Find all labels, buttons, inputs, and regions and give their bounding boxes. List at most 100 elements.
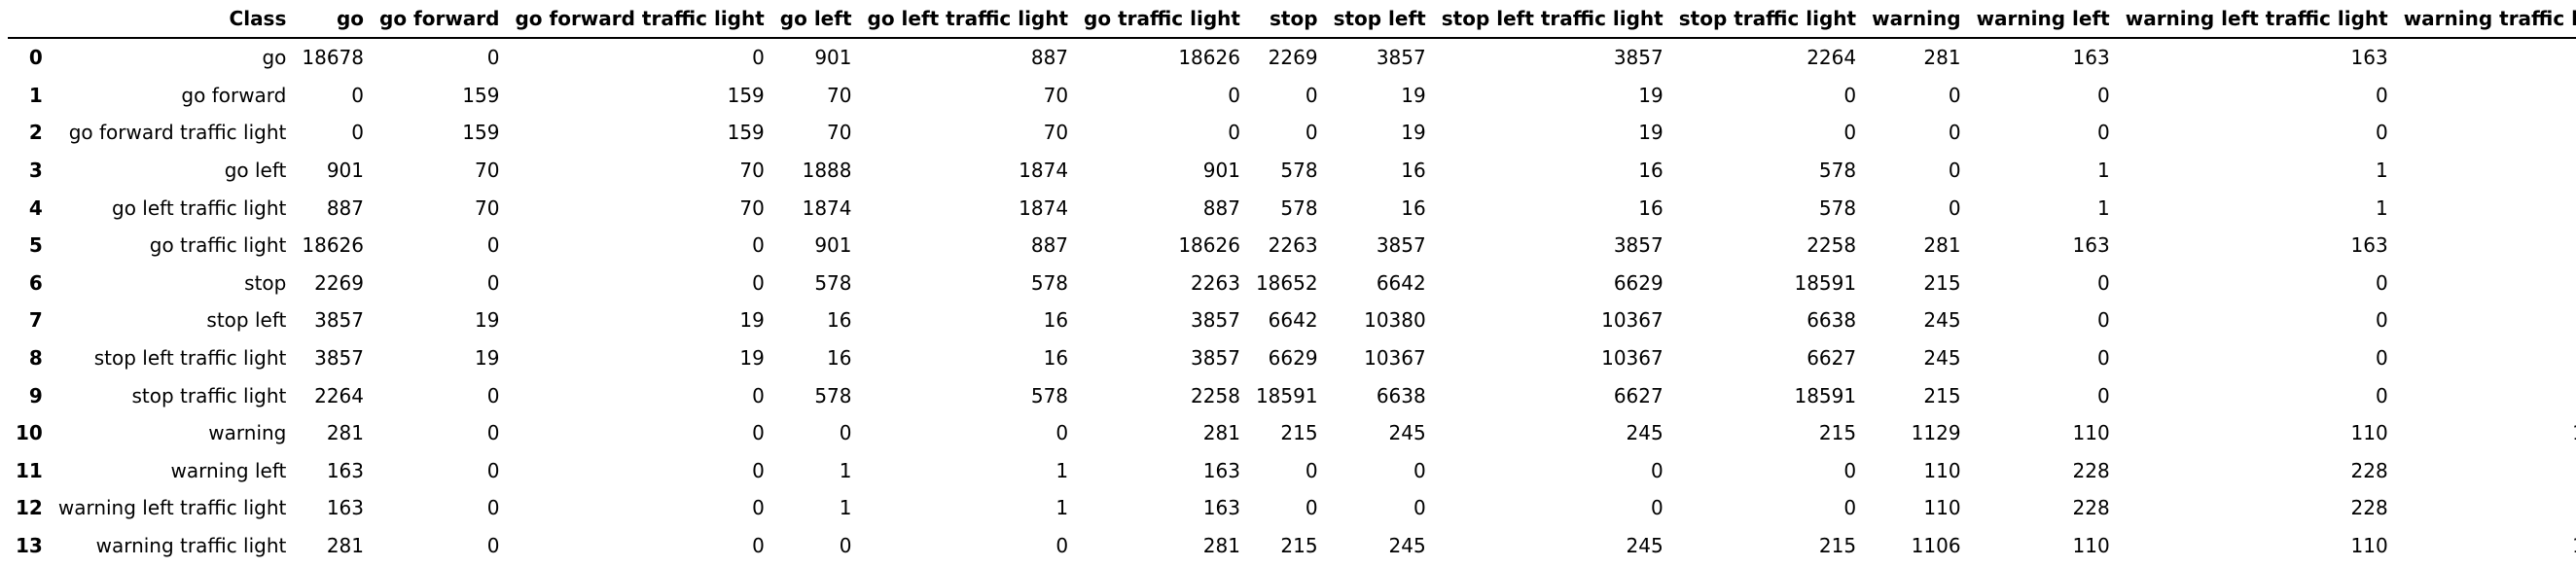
cell: 3857 — [1376, 233, 1426, 258]
cell: 6638 — [1376, 383, 1426, 408]
cell: 6629 — [1613, 270, 1664, 295]
cell: 1874 — [802, 195, 852, 220]
cell: 3857 — [1613, 233, 1664, 258]
cell: 0 — [752, 270, 765, 295]
cell: 281 — [1202, 421, 1240, 445]
cell: 110 — [2350, 534, 2388, 558]
cell: 215 — [1923, 270, 1961, 295]
row-class: stop left traffic light — [93, 346, 287, 371]
column-header: go left — [771, 0, 860, 39]
cell: 10380 — [1364, 308, 1426, 333]
cell: 0 — [752, 46, 765, 70]
cell: 0 — [486, 496, 500, 520]
row-class: warning — [208, 421, 287, 445]
table-row: 0 go 18678 0 0 901 887 18626 2269 3857 3857 2264 281… — [8, 38, 2576, 77]
cell: 18678 — [302, 46, 364, 70]
cell: 3857 — [1376, 46, 1426, 70]
cell: 6638 — [1807, 308, 1857, 333]
cell: 578 — [1030, 383, 1069, 408]
cell: 0 — [2096, 83, 2110, 107]
cell: 281 — [326, 534, 364, 558]
cell: 0 — [1055, 534, 1069, 558]
column-header: warning left — [1968, 0, 2118, 39]
cell: 10367 — [1601, 308, 1664, 333]
column-header: go — [294, 0, 372, 39]
cell: 578 — [1818, 159, 1857, 183]
cell: 0 — [1651, 496, 1664, 520]
cell: 0 — [752, 496, 765, 520]
cell: 19 — [475, 308, 500, 333]
cell: 159 — [727, 83, 765, 107]
cell: 0 — [2396, 152, 2576, 190]
cell: 901 — [814, 46, 852, 70]
cell: 1 — [2375, 195, 2388, 220]
cell: 2264 — [1807, 46, 1857, 70]
column-header: go left traffic light — [859, 0, 1077, 39]
cell: 3857 — [1191, 346, 1240, 371]
cell: 1 — [1055, 458, 1069, 482]
cell: 0 — [1843, 121, 1857, 145]
cell: 0 — [2096, 346, 2110, 371]
cell: 6629 — [1268, 346, 1318, 371]
row-index: 2 — [28, 121, 43, 145]
cell: 578 — [1280, 159, 1318, 183]
cell: 70 — [475, 159, 500, 183]
cell: 0 — [486, 46, 500, 70]
cell: 110 — [2396, 452, 2576, 490]
table-body: 0 go 18678 0 0 901 887 18626 2269 3857 3857 2264 281… — [8, 38, 2576, 564]
cell: 0 — [2375, 121, 2388, 145]
column-header: stop left traffic light — [1433, 0, 1671, 39]
column-header: stop — [1247, 0, 1326, 39]
header-row: Class go go forward go forward traffic ligh… — [8, 0, 2576, 39]
row-index: 3 — [28, 159, 43, 183]
cell: 245 — [1626, 534, 1664, 558]
cell: 0 — [1948, 159, 1961, 183]
row-index: 5 — [28, 233, 43, 258]
cell: 0 — [1305, 121, 1318, 145]
index-header — [8, 0, 51, 39]
cell: 16 — [1043, 346, 1069, 371]
row-class: warning left — [170, 458, 287, 482]
cell: 0 — [1413, 458, 1426, 482]
cell: 215 — [1280, 534, 1318, 558]
cell: 10367 — [1601, 346, 1664, 371]
cell: 70 — [1043, 83, 1069, 107]
cell: 110 — [2072, 534, 2110, 558]
cell: 0 — [2096, 308, 2110, 333]
row-index: 11 — [16, 458, 43, 482]
column-header: go traffic light — [1076, 0, 1248, 39]
row-index: 4 — [28, 195, 43, 220]
cell: 228 — [2072, 458, 2110, 482]
cell: 163 — [2072, 233, 2110, 258]
table-row: 3go left90170701888187490157816165780110 — [8, 152, 2576, 190]
cell: 0 — [1948, 121, 1961, 145]
cell: 0 — [1305, 496, 1318, 520]
cell: 1888 — [802, 159, 852, 183]
cell: 887 — [1030, 46, 1069, 70]
cell: 18591 — [1794, 383, 1857, 408]
cell: 215 — [2396, 376, 2576, 414]
cell: 16 — [827, 346, 852, 371]
cell: 1 — [839, 496, 852, 520]
cell: 19 — [1638, 83, 1664, 107]
cell: 901 — [814, 233, 852, 258]
column-header: warning — [1864, 0, 1969, 39]
row-class: stop left — [206, 308, 287, 333]
row-class: stop — [244, 270, 287, 295]
cell: 0 — [486, 233, 500, 258]
cell: 0 — [2375, 346, 2388, 371]
cell: 110 — [2072, 421, 2110, 445]
cell: 163 — [2350, 233, 2388, 258]
row-index: 7 — [28, 308, 43, 333]
cell: 159 — [727, 121, 765, 145]
cell: 6627 — [1613, 383, 1664, 408]
cell: 0 — [2375, 83, 2388, 107]
cell: 18591 — [1794, 270, 1857, 295]
cell: 163 — [326, 496, 364, 520]
cell: 0 — [1948, 83, 1961, 107]
cell: 0 — [1228, 83, 1240, 107]
cell: 1106 — [2396, 414, 2576, 452]
cell: 18626 — [1178, 46, 1240, 70]
cell: 0 — [351, 83, 364, 107]
